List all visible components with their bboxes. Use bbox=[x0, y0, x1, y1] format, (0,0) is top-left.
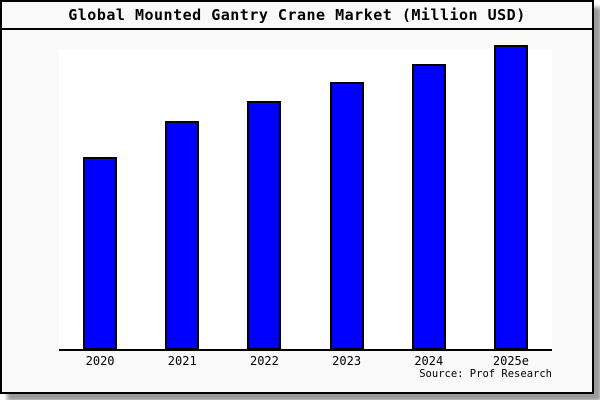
x-tick-label-2024: 2024 bbox=[414, 354, 444, 368]
bar-slot bbox=[388, 64, 470, 350]
x-tick-label-2020: 2020 bbox=[85, 354, 115, 368]
chart-card: Global Mounted Gantry Crane Market (Mill… bbox=[0, 0, 594, 394]
x-tick-slot: 2020 bbox=[59, 354, 141, 368]
bar-slot bbox=[141, 121, 223, 350]
bar-2025e bbox=[493, 45, 528, 350]
chart-title: Global Mounted Gantry Crane Market (Mill… bbox=[68, 6, 526, 24]
bar-2023 bbox=[329, 82, 364, 350]
x-axis-line bbox=[59, 349, 552, 351]
bar-2021 bbox=[165, 121, 200, 350]
plot-area bbox=[59, 45, 552, 351]
x-tick-slot: 2023 bbox=[306, 354, 388, 368]
bar-slot bbox=[59, 157, 141, 350]
x-tick-label-2021: 2021 bbox=[167, 354, 197, 368]
x-axis-labels: 2020 2021 2022 2023 2024 2025e bbox=[59, 354, 552, 368]
x-tick-slot: 2022 bbox=[223, 354, 305, 368]
x-tick-slot: 2025e bbox=[470, 354, 552, 368]
x-tick-slot: 2021 bbox=[141, 354, 223, 368]
bar-2024 bbox=[411, 64, 446, 350]
bar-slot bbox=[223, 101, 305, 350]
bar-2020 bbox=[83, 157, 118, 350]
x-tick-label-2025e: 2025e bbox=[492, 354, 529, 368]
x-tick-slot: 2024 bbox=[388, 354, 470, 368]
bar-slot bbox=[306, 82, 388, 350]
bar-slot bbox=[470, 45, 552, 350]
bar-2022 bbox=[247, 101, 282, 350]
title-band: Global Mounted Gantry Crane Market (Mill… bbox=[2, 2, 592, 30]
x-tick-label-2023: 2023 bbox=[332, 354, 362, 368]
source-attribution: Source: Prof Research bbox=[419, 368, 552, 380]
x-tick-label-2022: 2022 bbox=[249, 354, 279, 368]
bars-row bbox=[59, 45, 552, 350]
